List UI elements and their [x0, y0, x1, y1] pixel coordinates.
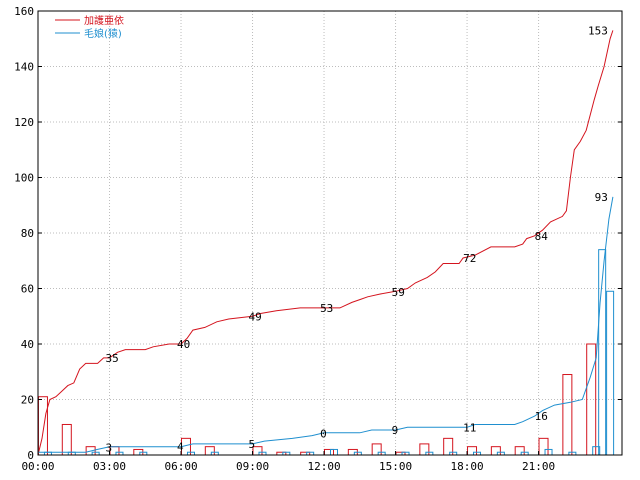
end-label-1: 93: [595, 191, 608, 204]
x-tick-label-7: 21:00: [522, 460, 555, 473]
x-tick-label-3: 09:00: [236, 460, 269, 473]
y-tick-label-2: 40: [21, 338, 34, 351]
y-tick-label-5: 100: [14, 172, 34, 185]
data-label-1-2: 5: [249, 438, 256, 451]
y-tick-label-0: 0: [27, 449, 34, 462]
y-tick-label-8: 160: [14, 5, 34, 18]
data-label-0-4: 59: [392, 286, 405, 299]
end-label-0: 153: [588, 24, 608, 37]
x-tick-label-2: 06:00: [164, 460, 197, 473]
data-label-0-2: 49: [249, 311, 262, 324]
data-label-layer: 35 40 49 53 59 72 84 153 3 4 5 0 9 11 16 93: [106, 24, 608, 454]
legend: 加護亜依 毛娘(猿): [55, 14, 124, 40]
legend-label-kemusume: 毛娘(猿): [84, 27, 122, 40]
data-label-1-0: 3: [106, 442, 113, 455]
line-layer: [37, 30, 614, 456]
data-label-0-3: 53: [320, 302, 333, 315]
x-tick-label-6: 18:00: [450, 460, 483, 473]
x-tick-label-0: 00:00: [21, 460, 54, 473]
y-tick-label-4: 80: [21, 227, 34, 240]
data-label-1-3: 0: [320, 428, 327, 441]
y-tick-label-6: 120: [14, 116, 34, 129]
x-tick-label-1: 03:00: [93, 460, 126, 473]
legend-label-kago-ai: 加護亜依: [84, 14, 124, 27]
data-label-0-6: 84: [535, 230, 549, 243]
series-line-1: [38, 196, 614, 453]
y-tick-label-1: 20: [21, 394, 34, 407]
series-line-0: [37, 30, 614, 456]
data-label-1-1: 4: [177, 441, 184, 454]
data-label-0-0: 35: [106, 352, 119, 365]
y-tick-label-7: 140: [14, 61, 34, 74]
data-label-0-1: 40: [177, 338, 190, 351]
data-label-1-5: 11: [463, 421, 476, 434]
data-label-1-4: 9: [392, 424, 399, 437]
data-label-0-5: 72: [463, 252, 476, 265]
x-tick-label-5: 15:00: [379, 460, 412, 473]
data-label-1-6: 16: [535, 410, 548, 423]
y-tick-label-3: 60: [21, 283, 34, 296]
x-tick-label-4: 12:00: [307, 460, 340, 473]
